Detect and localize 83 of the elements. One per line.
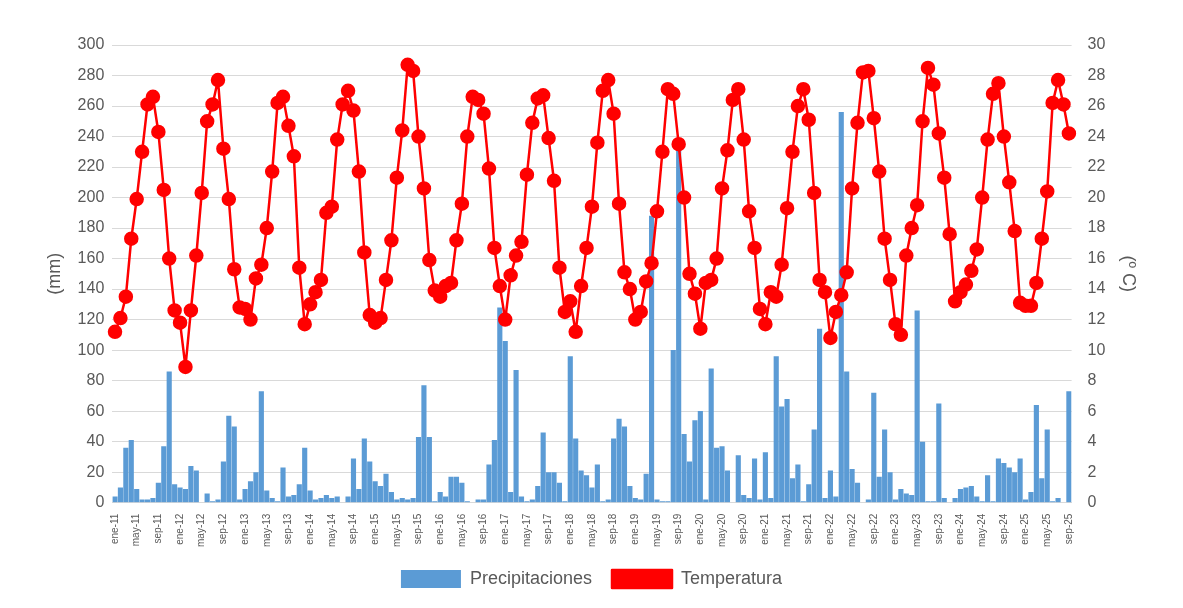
y-tick-label: 40: [86, 432, 105, 450]
y2-tick-label: 28: [1087, 65, 1106, 83]
x-tick-label: sep-18: [607, 513, 619, 545]
y-tick-label: 220: [77, 157, 105, 175]
x-tick-label: sep-13: [282, 513, 294, 545]
y-tick-label: 300: [77, 35, 105, 53]
x-tick-label: sep-14: [347, 513, 359, 545]
y2-tick-label: 4: [1087, 432, 1097, 450]
x-tick-label: may-20: [715, 513, 727, 548]
y-tick-label: 0: [95, 493, 105, 511]
legend-label: Precipitaciones: [469, 567, 593, 588]
x-tick-label: may-16: [455, 513, 467, 548]
x-tick-label: may-21: [780, 513, 792, 548]
x-tick-label: ene-25: [1019, 513, 1031, 545]
y2-tick-label: 18: [1087, 218, 1106, 236]
x-tick-label: sep-16: [477, 513, 489, 545]
x-tick-label: sep-12: [217, 513, 229, 545]
x-tick-label: may-13: [260, 513, 272, 548]
y-tick-label: 120: [77, 310, 105, 327]
y2-tick-label: 14: [1087, 279, 1106, 297]
x-tick-label: may-24: [975, 513, 987, 548]
y2-tick-label: 0: [1087, 493, 1097, 511]
x-tick-label: sep-20: [737, 513, 749, 545]
x-tick-label: ene-20: [694, 513, 706, 545]
x-tick-label: sep-15: [412, 513, 424, 545]
x-tick-label: ene-11: [108, 513, 120, 545]
y-tick-label: 240: [77, 126, 105, 144]
x-tick-label: ene-23: [889, 513, 901, 545]
y2-tick-label: 16: [1087, 248, 1106, 266]
legend-label: Temperatura: [681, 567, 784, 588]
y-axis-title: (mm): [43, 252, 64, 295]
y2-tick-label: 22: [1087, 157, 1106, 175]
y-tick-label: 60: [86, 401, 105, 419]
x-tick-label: may-18: [585, 513, 597, 548]
x-tick-label: may-17: [520, 513, 532, 548]
y-tick-label: 80: [86, 371, 105, 389]
x-tick-label: ene-16: [433, 513, 445, 545]
x-tick-label: may-14: [325, 513, 337, 548]
x-tick-label: may-15: [390, 513, 402, 548]
x-tick-label: sep-25: [1062, 513, 1074, 545]
y2-tick-label: 26: [1087, 96, 1106, 114]
y2-axis-title: (º C): [1119, 255, 1140, 293]
x-tick-label: sep-22: [867, 513, 879, 545]
y-tick-label: 160: [77, 248, 105, 266]
y-tick-label: 200: [77, 187, 105, 205]
y2-tick-label: 20: [1087, 187, 1106, 205]
y2-tick-label: 30: [1087, 35, 1106, 53]
y2-tick-label: 6: [1087, 401, 1097, 419]
x-tick-label: may-12: [195, 513, 207, 548]
x-tick-label: may-22: [845, 513, 857, 548]
x-tick-label: sep-11: [152, 513, 164, 544]
x-tick-label: sep-23: [932, 513, 944, 545]
x-tick-label: sep-24: [997, 513, 1009, 545]
y2-tick-label: 2: [1087, 462, 1097, 480]
x-tick-label: ene-18: [564, 513, 576, 545]
bar: [957, 488, 964, 503]
x-tick-label: ene-19: [629, 513, 641, 545]
y-tick-label: 260: [77, 96, 105, 114]
y-tick-label: 20: [86, 462, 105, 480]
x-tick-label: ene-15: [368, 513, 380, 545]
x-tick-label: ene-12: [173, 513, 185, 545]
y-tick-label: 280: [77, 65, 105, 83]
x-tick-label: may-25: [1040, 513, 1052, 548]
x-tick-label: may-23: [910, 513, 922, 548]
y2-tick-label: 8: [1087, 371, 1097, 389]
x-tick-label: may-11: [130, 513, 142, 547]
x-tick-label: ene-22: [824, 513, 836, 545]
y2-tick-label: 12: [1087, 310, 1106, 327]
x-tick-label: sep-19: [672, 513, 684, 545]
x-tick-label: ene-14: [303, 513, 315, 545]
y2-tick-label: 24: [1087, 126, 1106, 144]
y2-tick-label: 10: [1087, 340, 1106, 358]
x-tick-label: may-19: [650, 513, 662, 548]
y-tick-label: 100: [77, 340, 105, 358]
x-tick-label: ene-24: [954, 513, 966, 545]
y-tick-label: 140: [77, 279, 105, 297]
bar: [1066, 391, 1072, 503]
x-tick-label: sep-21: [802, 513, 814, 545]
x-tick-label: sep-17: [542, 513, 554, 545]
x-tick-label: ene-13: [238, 513, 250, 545]
x-tick-label: ene-21: [759, 513, 771, 545]
x-tick-label: ene-17: [498, 513, 510, 545]
y-tick-label: 180: [77, 218, 105, 236]
